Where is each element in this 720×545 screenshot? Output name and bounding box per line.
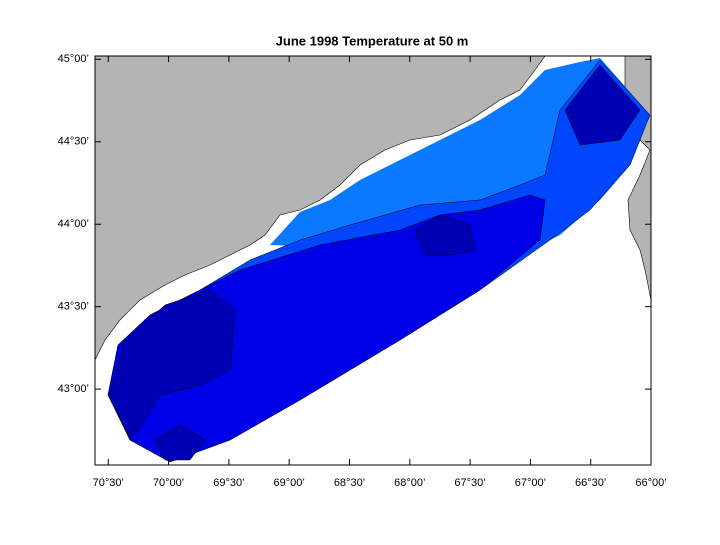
x-tick-label: 67°00’ — [515, 477, 546, 489]
x-tick-label: 68°00’ — [394, 477, 425, 489]
contour-cold — [154, 424, 206, 461]
contour-cold — [109, 289, 236, 441]
x-tick-label: 66°00’ — [635, 477, 666, 489]
y-tick-label: 44°00’ — [58, 218, 89, 230]
map — [94, 55, 652, 466]
x-tick-label: 70°30’ — [93, 477, 124, 489]
plot-frame — [94, 55, 652, 466]
y-tick-label: 44°30’ — [58, 136, 89, 148]
contour-core — [107, 194, 546, 463]
x-tick-label: 70°00’ — [153, 477, 184, 489]
chart-title: June 1998 Temperature at 50 m — [276, 33, 469, 48]
x-tick-label: 66°30’ — [575, 477, 606, 489]
contour-cold — [414, 214, 476, 256]
contour-cold — [564, 64, 641, 146]
y-tick-label: 43°30’ — [58, 301, 89, 313]
land — [94, 55, 546, 361]
x-tick-label: 69°30’ — [213, 477, 244, 489]
y-tick-label: 43°00’ — [58, 383, 89, 395]
x-tick-label: 68°30’ — [334, 477, 365, 489]
y-tick-label: 45°00’ — [58, 53, 89, 65]
x-tick-label: 69°00’ — [274, 477, 305, 489]
x-tick-label: 67°30’ — [454, 477, 485, 489]
